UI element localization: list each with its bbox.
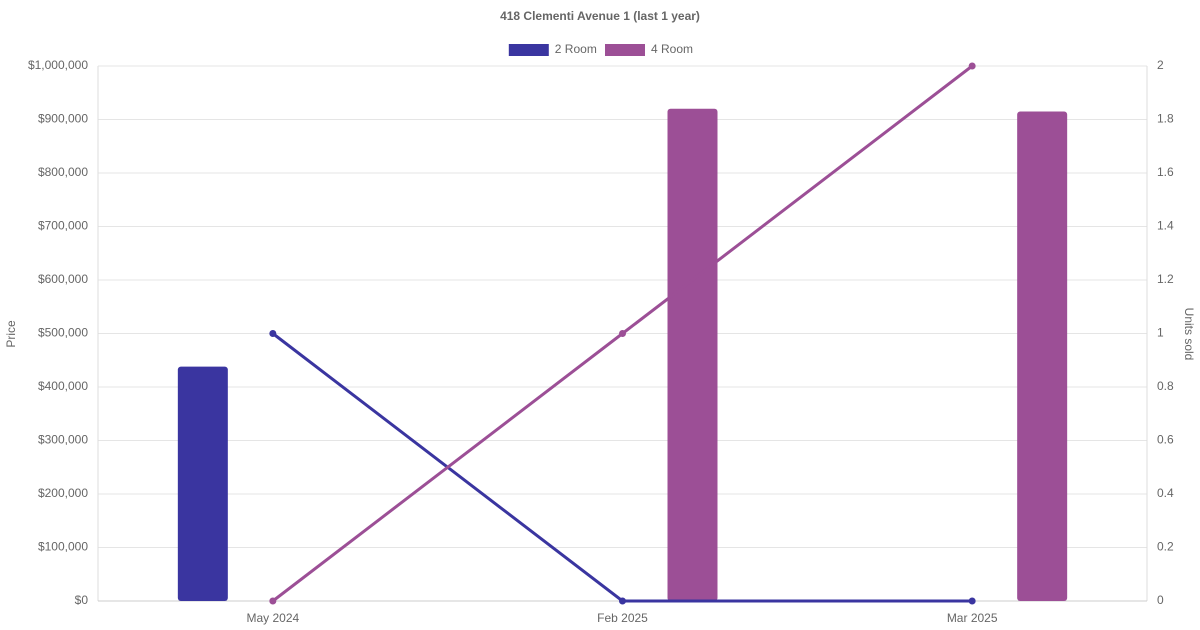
point bbox=[269, 597, 277, 605]
y2-tick-label: 0.6 bbox=[1157, 433, 1174, 447]
x-tick-label: Feb 2025 bbox=[597, 611, 648, 625]
x-tick-label: Mar 2025 bbox=[947, 611, 998, 625]
chart-title: 418 Clementi Avenue 1 (last 1 year) bbox=[500, 9, 700, 23]
line bbox=[271, 332, 973, 603]
x-tick-label: May 2024 bbox=[246, 611, 299, 625]
point bbox=[619, 597, 626, 605]
point bbox=[619, 330, 626, 337]
point bbox=[269, 330, 277, 337]
y2-tick-label: 1.8 bbox=[1157, 112, 1174, 126]
y2-tick-label: 0.2 bbox=[1157, 540, 1174, 554]
y-tick-label: $0 bbox=[75, 593, 89, 607]
legend-label: 2 Room bbox=[555, 42, 597, 56]
y-tick-label: $100,000 bbox=[38, 540, 88, 554]
y-tick-label: $300,000 bbox=[38, 433, 88, 447]
y2-tick-label: 2 bbox=[1157, 58, 1164, 72]
y2-tick-label: 1.6 bbox=[1157, 165, 1174, 179]
y-tick-label: $1,000,000 bbox=[28, 58, 88, 72]
y-tick-label: $200,000 bbox=[38, 486, 88, 500]
y-axis-title: Price bbox=[4, 320, 18, 348]
legend-swatch bbox=[605, 44, 645, 56]
y-tick-label: $400,000 bbox=[38, 379, 88, 393]
y-tick-label: $800,000 bbox=[38, 165, 88, 179]
y2-tick-label: 0.8 bbox=[1157, 379, 1174, 393]
bar bbox=[667, 108, 718, 602]
point bbox=[968, 62, 976, 70]
y2-tick-label: 1 bbox=[1157, 326, 1164, 340]
y2-tick-label: 1.4 bbox=[1157, 219, 1174, 233]
bar bbox=[1017, 111, 1068, 601]
bar bbox=[177, 366, 228, 601]
y-tick-label: $900,000 bbox=[38, 112, 88, 126]
y2-tick-label: 0 bbox=[1157, 593, 1164, 607]
legend-label: 4 Room bbox=[651, 42, 693, 56]
point bbox=[968, 597, 976, 605]
y-tick-label: $700,000 bbox=[38, 219, 88, 233]
y-tick-label: $600,000 bbox=[38, 272, 88, 286]
legend-swatch bbox=[508, 44, 549, 56]
y2-tick-label: 1.2 bbox=[1157, 272, 1174, 286]
y-tick-label: $500,000 bbox=[38, 326, 88, 340]
y2-tick-label: 0.4 bbox=[1157, 486, 1174, 500]
y2-axis-title: Units sold bbox=[1182, 308, 1196, 361]
